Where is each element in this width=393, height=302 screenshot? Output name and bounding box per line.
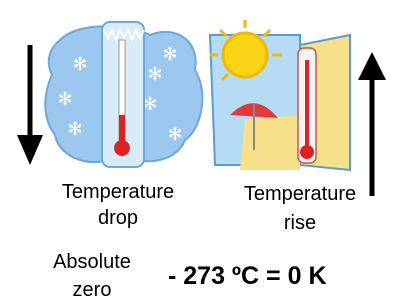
illustration: ✻✻✻ ✻✻✻ ✻ Temperature drop Temperature r… xyxy=(0,0,393,302)
cold-label: Temperature xyxy=(62,181,174,203)
warm-label: rise xyxy=(284,212,316,234)
svg-text:✻: ✻ xyxy=(57,89,72,109)
up-arrow xyxy=(358,52,386,196)
down-arrow xyxy=(17,45,43,165)
svg-text:✻: ✻ xyxy=(72,54,87,74)
svg-text:✻: ✻ xyxy=(67,119,82,139)
absolute-zero-label: Absolute xyxy=(53,251,131,273)
warm-label: Temperature xyxy=(244,183,356,205)
absolute-zero-label: zero xyxy=(73,279,112,301)
cold-label: drop xyxy=(98,207,138,229)
warm-picture xyxy=(210,20,350,170)
svg-text:✻: ✻ xyxy=(147,64,162,84)
equation: - 273 ºC = 0 K xyxy=(168,262,327,290)
cold-picture: ✻✻✻ ✻✻✻ ✻ xyxy=(45,22,202,167)
svg-text:✻: ✻ xyxy=(167,124,182,144)
svg-text:✻: ✻ xyxy=(162,44,177,64)
